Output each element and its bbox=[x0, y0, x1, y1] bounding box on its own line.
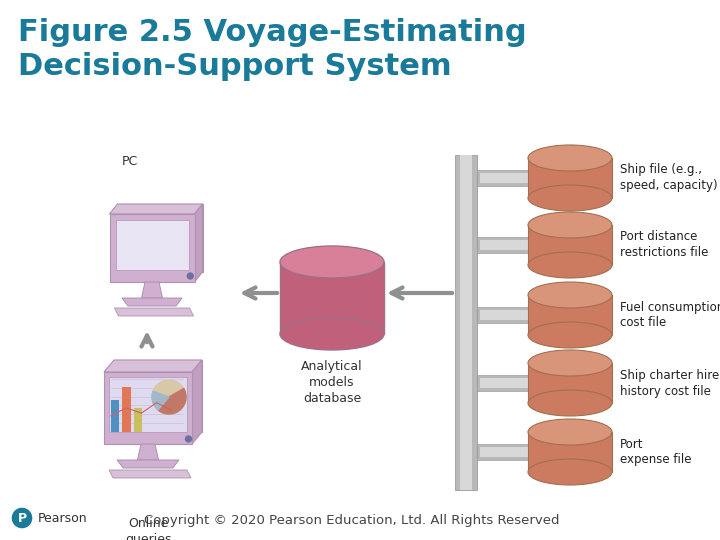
Polygon shape bbox=[528, 363, 612, 403]
Text: P: P bbox=[17, 511, 27, 524]
Ellipse shape bbox=[528, 145, 612, 171]
Polygon shape bbox=[114, 360, 202, 432]
Polygon shape bbox=[480, 447, 532, 457]
Polygon shape bbox=[480, 240, 532, 250]
Ellipse shape bbox=[280, 246, 384, 278]
Circle shape bbox=[11, 507, 33, 529]
Polygon shape bbox=[104, 372, 192, 444]
Polygon shape bbox=[480, 173, 532, 183]
Wedge shape bbox=[152, 391, 169, 410]
Ellipse shape bbox=[528, 390, 612, 416]
Ellipse shape bbox=[528, 459, 612, 485]
Polygon shape bbox=[109, 377, 187, 431]
Circle shape bbox=[186, 436, 192, 442]
Ellipse shape bbox=[528, 350, 612, 376]
Polygon shape bbox=[109, 204, 202, 214]
Polygon shape bbox=[528, 158, 612, 198]
Polygon shape bbox=[477, 375, 532, 391]
Text: Fuel consumption
cost file: Fuel consumption cost file bbox=[620, 300, 720, 329]
Text: Ship charter hire
history cost file: Ship charter hire history cost file bbox=[620, 368, 719, 397]
Polygon shape bbox=[109, 214, 194, 282]
Text: Port
expense file: Port expense file bbox=[620, 437, 691, 467]
Ellipse shape bbox=[528, 212, 612, 238]
Polygon shape bbox=[477, 307, 532, 323]
Text: PC: PC bbox=[122, 155, 138, 168]
Ellipse shape bbox=[528, 322, 612, 348]
Polygon shape bbox=[142, 282, 163, 298]
Polygon shape bbox=[114, 308, 194, 316]
Polygon shape bbox=[477, 444, 532, 460]
Text: Analytical
models
database: Analytical models database bbox=[301, 360, 363, 405]
Polygon shape bbox=[477, 237, 532, 253]
Polygon shape bbox=[138, 444, 158, 460]
Text: Copyright © 2020 Pearson Education, Ltd. All Rights Reserved: Copyright © 2020 Pearson Education, Ltd.… bbox=[145, 514, 560, 527]
Polygon shape bbox=[477, 170, 532, 186]
Polygon shape bbox=[528, 432, 612, 472]
Circle shape bbox=[187, 273, 193, 279]
Ellipse shape bbox=[528, 419, 612, 445]
Polygon shape bbox=[111, 400, 120, 431]
Ellipse shape bbox=[528, 252, 612, 278]
Polygon shape bbox=[280, 262, 384, 334]
Polygon shape bbox=[480, 378, 532, 388]
Polygon shape bbox=[480, 310, 532, 320]
Text: Figure 2.5 Voyage-Estimating
Decision-Support System: Figure 2.5 Voyage-Estimating Decision-Su… bbox=[18, 18, 526, 80]
Wedge shape bbox=[158, 388, 186, 414]
Polygon shape bbox=[104, 360, 202, 372]
Polygon shape bbox=[117, 204, 202, 272]
Text: Online
queries: Online queries bbox=[125, 517, 171, 540]
Ellipse shape bbox=[528, 185, 612, 211]
Polygon shape bbox=[528, 225, 612, 265]
Text: Pearson: Pearson bbox=[38, 511, 88, 524]
Text: Port distance
restrictions file: Port distance restrictions file bbox=[620, 231, 708, 260]
Polygon shape bbox=[109, 470, 191, 478]
Polygon shape bbox=[528, 295, 612, 335]
Polygon shape bbox=[122, 387, 131, 431]
Circle shape bbox=[152, 380, 186, 414]
Polygon shape bbox=[460, 155, 472, 490]
Polygon shape bbox=[134, 408, 142, 431]
Polygon shape bbox=[192, 360, 202, 444]
Polygon shape bbox=[122, 298, 182, 306]
Polygon shape bbox=[194, 204, 202, 282]
Polygon shape bbox=[117, 460, 179, 468]
Ellipse shape bbox=[528, 282, 612, 308]
Polygon shape bbox=[455, 155, 477, 490]
Polygon shape bbox=[115, 220, 189, 270]
Ellipse shape bbox=[280, 318, 384, 350]
Text: Ship file (e.g.,
speed, capacity): Ship file (e.g., speed, capacity) bbox=[620, 164, 718, 192]
